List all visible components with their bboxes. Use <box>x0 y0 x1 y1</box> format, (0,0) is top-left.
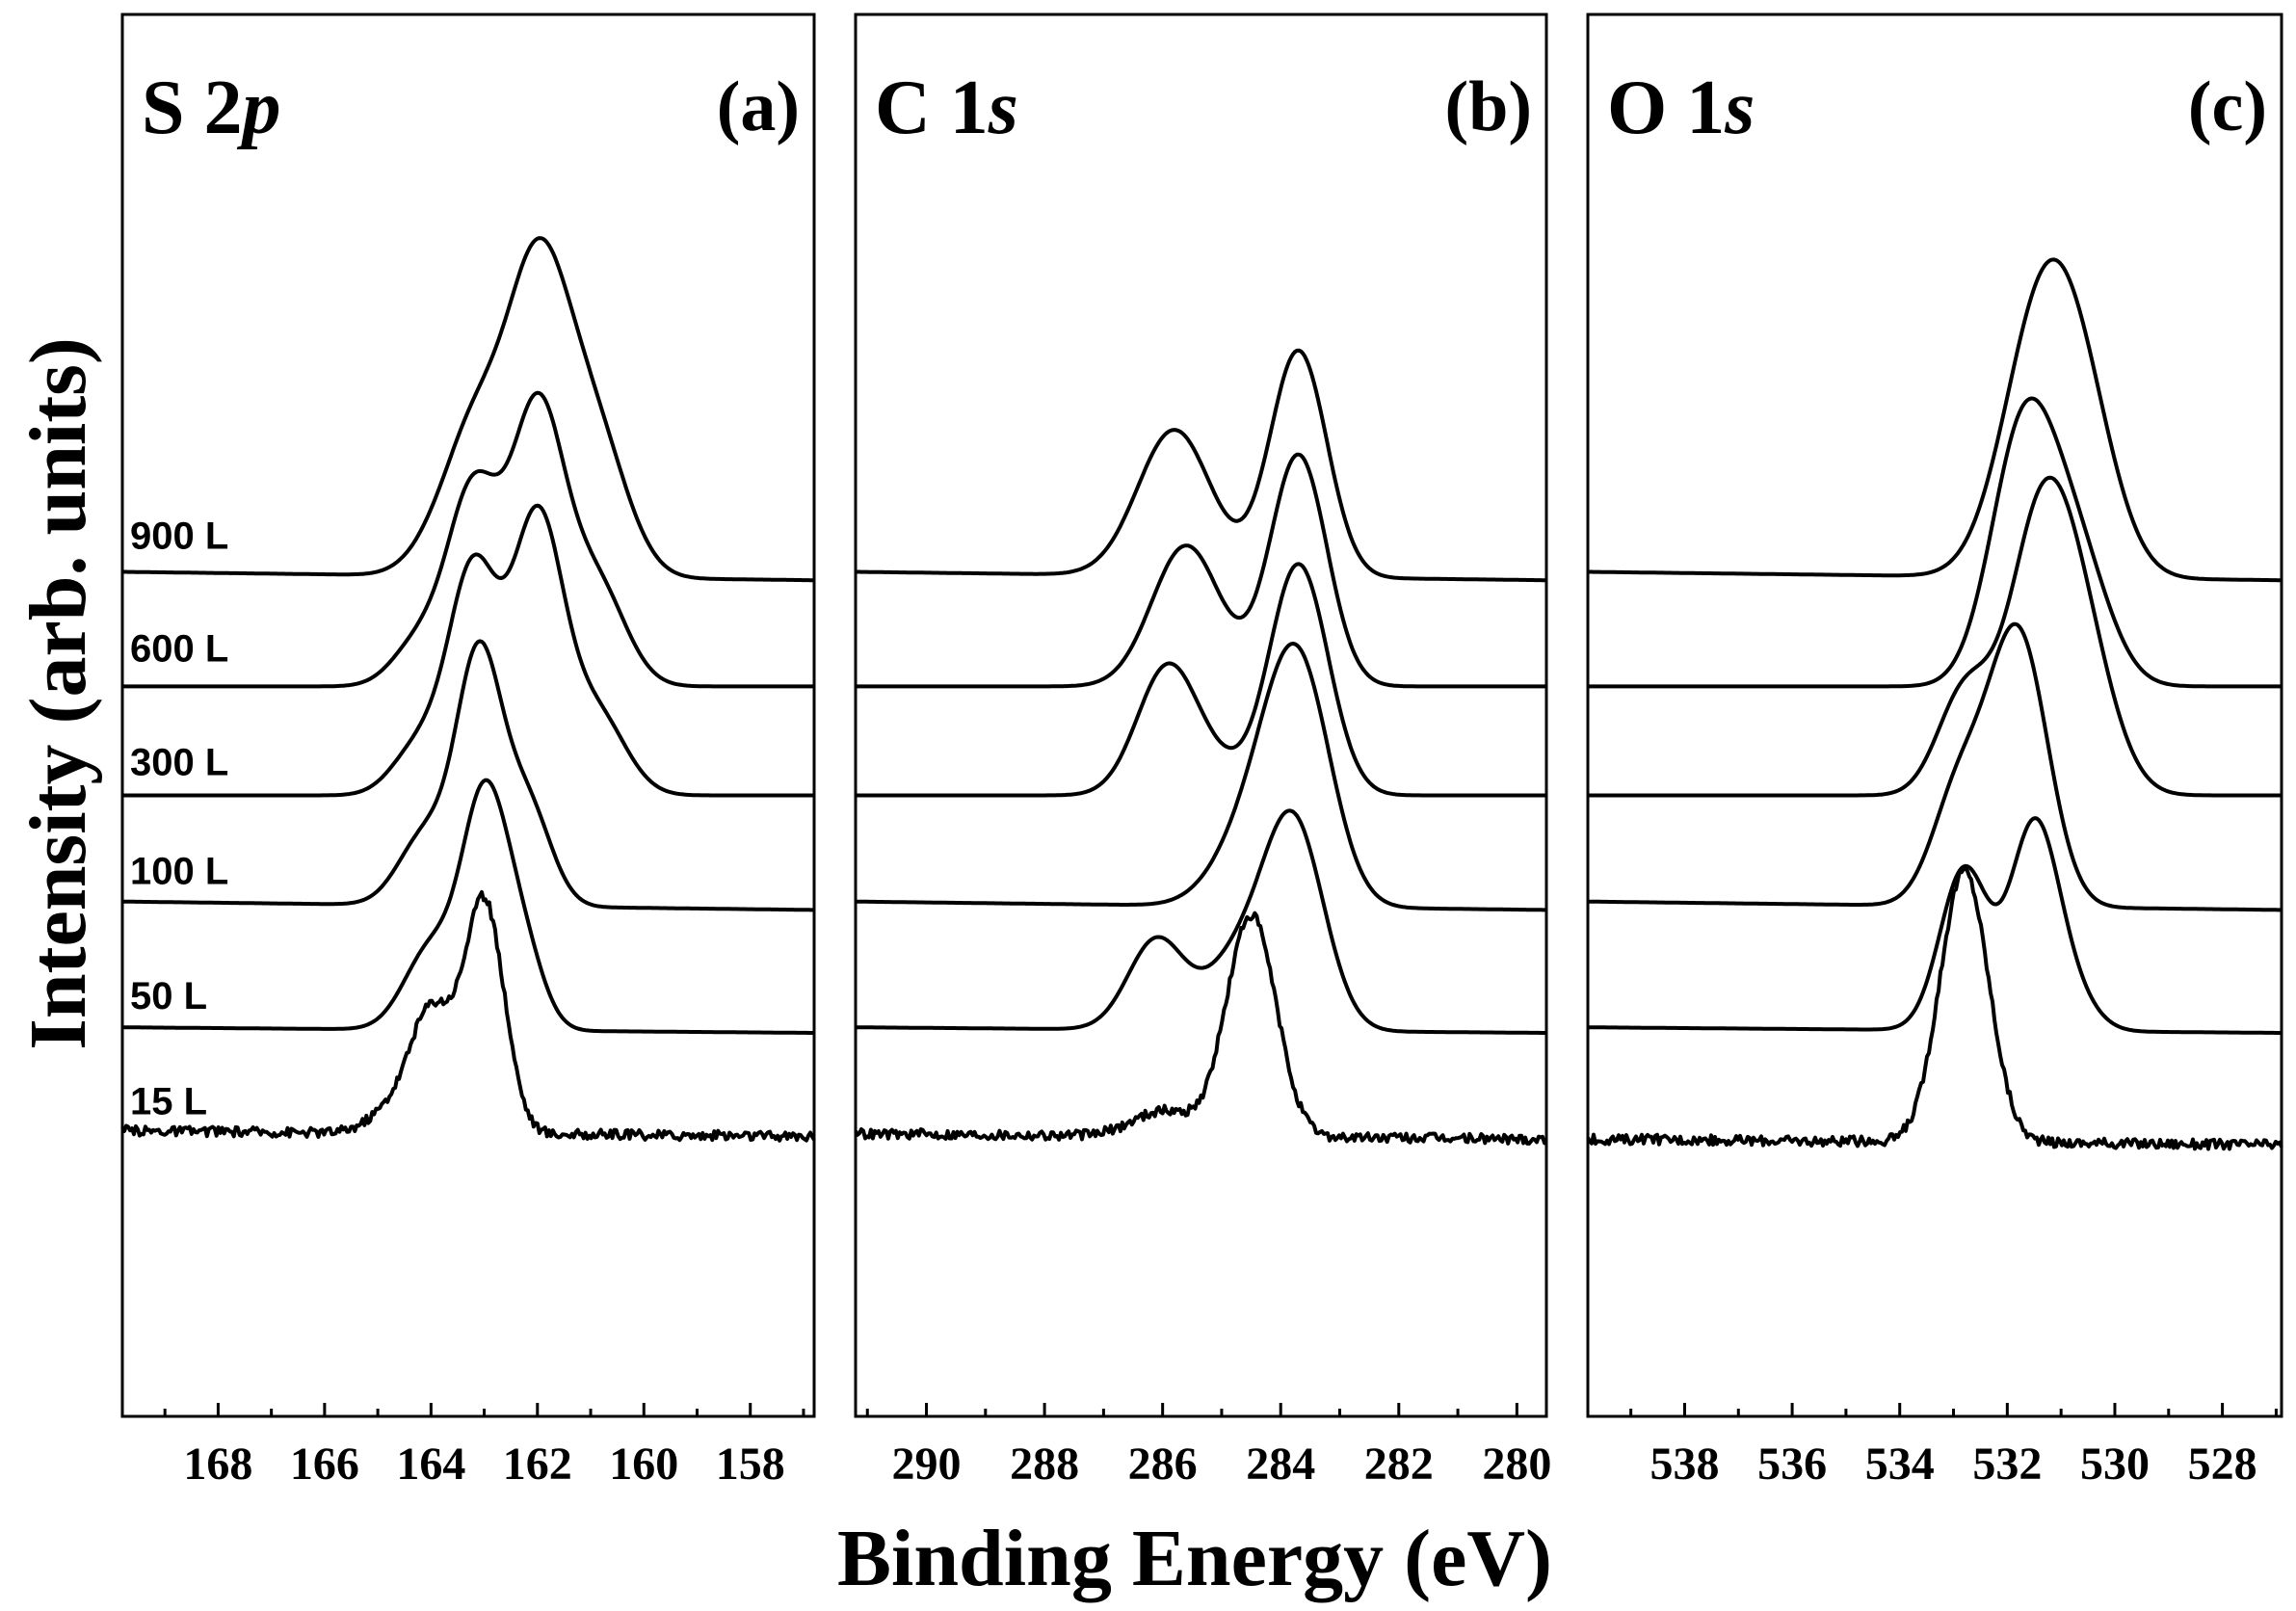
x-tick-label: 166 <box>290 1439 359 1490</box>
x-tick-label: 280 <box>1482 1439 1551 1490</box>
panel-letter: (b) <box>1445 67 1532 146</box>
x-tick-label: 532 <box>1972 1439 2042 1490</box>
spectrum-15l <box>1586 866 2283 1151</box>
panel-title: O 1s <box>1607 66 1755 150</box>
spectrum-600l <box>122 390 814 689</box>
exposure-label: 50 L <box>130 975 207 1017</box>
panel-title: C 1s <box>875 66 1018 150</box>
exposure-label: 300 L <box>130 742 228 784</box>
x-tick-label: 158 <box>716 1439 785 1490</box>
x-axis-title: Binding Energy (eV) <box>837 1514 1552 1603</box>
spectrum-600l <box>1588 396 2282 689</box>
panel-c: O 1s (c) 538 536 534 532 530 528 <box>1586 13 2283 1490</box>
panel-b: C 1s (b) 290 288 286 284 282 280 <box>854 13 1551 1490</box>
spectrum-100l <box>856 642 1546 912</box>
spectrum-300l <box>1588 475 2282 798</box>
spectrum-15l <box>854 911 1547 1146</box>
spectrum-100l <box>1588 621 2282 912</box>
exposure-label: 900 L <box>130 515 228 558</box>
panel-frame <box>854 13 1548 1418</box>
x-tick-label: 286 <box>1128 1439 1198 1490</box>
x-tick-label: 290 <box>892 1439 962 1490</box>
x-tick-label: 164 <box>396 1439 465 1490</box>
x-tick-label: 162 <box>503 1439 572 1490</box>
x-tick-label: 288 <box>1010 1439 1079 1490</box>
spectrum-15l <box>120 889 816 1143</box>
spectrum-900l <box>122 236 814 583</box>
x-tick-label: 534 <box>1865 1439 1935 1490</box>
exposure-label: 100 L <box>130 851 228 893</box>
x-tick-label: 284 <box>1246 1439 1315 1490</box>
x-tick-label: 530 <box>2080 1439 2150 1490</box>
exposure-label: 15 L <box>130 1081 207 1123</box>
x-tick-label: 536 <box>1757 1439 1827 1490</box>
spectrum-100l <box>122 639 814 912</box>
panel-title: S 2p <box>142 66 281 150</box>
x-tick-label: 528 <box>2188 1439 2257 1490</box>
x-tick-label: 160 <box>609 1439 678 1490</box>
spectrum-50l <box>1588 816 2282 1035</box>
x-tick-label: 282 <box>1364 1439 1434 1490</box>
spectrum-300l <box>856 562 1546 798</box>
exposure-label: 600 L <box>130 627 228 670</box>
panels-group: S 2p (a) 168 166 164 162 160 158 900 L 600 L 300 L… <box>120 13 2283 1490</box>
panel-letter: (a) <box>717 67 800 146</box>
spectrum-900l <box>856 348 1546 583</box>
panel-frame <box>120 13 816 1418</box>
spectrum-300l <box>122 503 814 798</box>
x-tick-label: 168 <box>183 1439 252 1490</box>
spectrum-900l <box>1588 257 2282 583</box>
panel-a: S 2p (a) 168 166 164 162 160 158 900 L 600 L 300 L… <box>120 13 816 1490</box>
spectrum-600l <box>856 452 1546 689</box>
spectrum-50l <box>122 778 814 1035</box>
x-tick-label: 538 <box>1649 1439 1719 1490</box>
spectrum-50l <box>856 808 1546 1035</box>
y-axis-title: Intensity (arb. units) <box>13 337 103 1050</box>
panel-letter: (c) <box>2188 67 2267 146</box>
panel-frame <box>1586 13 2283 1418</box>
